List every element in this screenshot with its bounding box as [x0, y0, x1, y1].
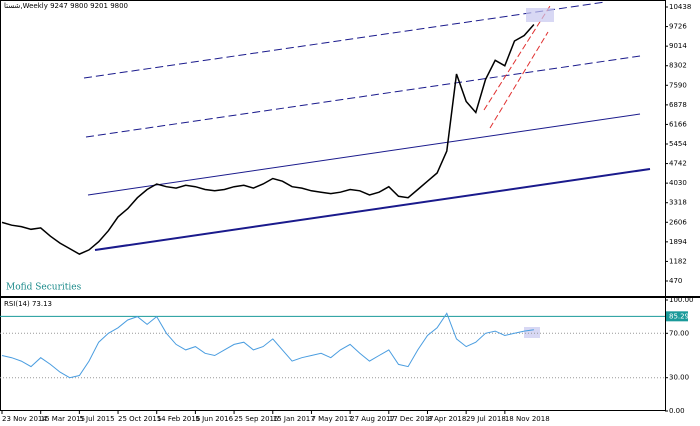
series-line	[1, 312, 534, 379]
y-tick-label: 3318	[669, 199, 687, 207]
highlight-box	[526, 8, 554, 22]
y-tick-label: 8302	[669, 62, 687, 70]
plot-frame	[0, 0, 666, 411]
channels	[83, 1, 651, 338]
x-tick-label: 7 May 2017	[311, 415, 352, 423]
highlight-box	[524, 327, 540, 338]
rsi-title: RSI(14) 73.13	[4, 300, 52, 308]
level-label-bg	[666, 311, 688, 322]
y-tick-label: 30.00	[669, 374, 689, 382]
x-tick-label: 15 Jan 2017	[273, 415, 315, 423]
y-tick-label: 2606	[669, 218, 687, 226]
y-tick-label: 1894	[669, 238, 687, 246]
y-tick-label: 5454	[669, 140, 687, 148]
x-tick-label: 5 Jun 2016	[195, 415, 233, 423]
y-tick-label: 9014	[669, 42, 687, 50]
y-tick-label: 10438	[669, 3, 691, 11]
y-tick-label: 7590	[669, 81, 687, 89]
x-tick-label: 25 Oct 2015	[118, 415, 161, 423]
y-tick-label: 4030	[669, 179, 687, 187]
trend-line	[483, 5, 551, 111]
trend-line	[94, 168, 651, 251]
trend-line	[489, 31, 549, 129]
x-tick-label: 25 Sep 2016	[234, 415, 279, 423]
annotation: Mofid Securities	[6, 283, 82, 293]
chart-title: شستا,Weekly 9247 9800 9201 9800	[4, 2, 128, 10]
series-line	[1, 24, 535, 255]
x-tick-label: 15 Mar 2015	[41, 415, 85, 423]
x-tick-label: 18 Nov 2018	[505, 415, 550, 423]
x-tick-label: 23 Nov 2014	[2, 415, 47, 423]
trend-line	[87, 113, 641, 196]
y-tick-label: 0.00	[669, 407, 685, 415]
x-tick-label: 8 Apr 2018	[427, 415, 466, 423]
trend-line	[83, 1, 606, 79]
y-tick-label: 6878	[669, 101, 687, 109]
y-tick-label: 100.00	[669, 296, 694, 304]
y-tick-label: 4742	[669, 160, 687, 168]
y-tick-label: 9726	[669, 23, 687, 31]
y-tick-label: 70.00	[669, 329, 689, 337]
level-label: 85.29	[669, 312, 689, 320]
x-tick-label: 29 Jul 2018	[466, 415, 506, 423]
y-tick-label: 1182	[669, 257, 687, 265]
y-tick-label: 6166	[669, 120, 687, 128]
x-tick-label: 27 Aug 2017	[350, 415, 395, 423]
x-tick-label: 17 Dec 2017	[389, 415, 434, 423]
trend-line	[85, 55, 641, 138]
x-tick-label: 5 Jul 2015	[79, 415, 114, 423]
y-tick-label: 470	[669, 277, 682, 285]
x-tick-label: 14 Feb 2016	[157, 415, 201, 423]
